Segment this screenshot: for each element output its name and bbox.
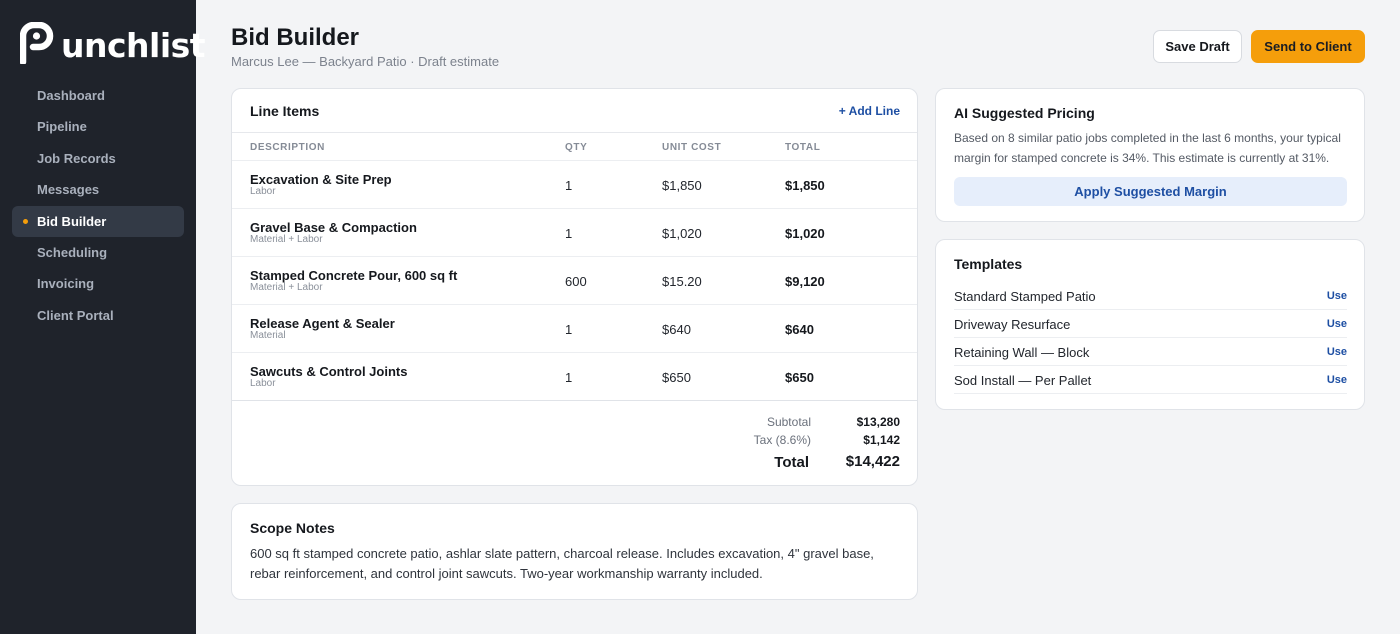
line-item-unit-cost[interactable]: $1,020: [662, 226, 702, 241]
line-item-type: Labor: [250, 378, 276, 389]
template-name: Driveway Resurface: [954, 317, 1071, 332]
ai-pricing-text: Based on 8 similar patio jobs completed …: [954, 131, 1341, 165]
sidebar-nav: Dashboard Pipeline Job Records Messages …: [12, 80, 184, 331]
sidebar-item-label: Pipeline: [37, 119, 87, 135]
template-item: Retaining Wall — Block Use: [954, 338, 1347, 366]
line-item-qty[interactable]: 1: [565, 178, 573, 193]
line-item-description: Gravel Base & Compaction: [250, 220, 417, 235]
line-item-type: Material: [250, 330, 286, 341]
line-item-description: Sawcuts & Control Joints: [250, 364, 408, 379]
use-template-button[interactable]: Use: [1326, 346, 1347, 358]
line-item-description: Excavation & Site Prep: [250, 172, 392, 187]
punchlist-logo[interactable]: unchlist: [20, 20, 206, 68]
line-items-card: Line Items + Add Line DESCRIPTION QTY UN…: [231, 88, 918, 486]
line-item-row[interactable]: Stamped Concrete Pour, 600 sq ft Materia…: [232, 257, 917, 305]
template-item: Driveway Resurface Use: [954, 310, 1347, 338]
line-item-qty[interactable]: 1: [565, 370, 573, 385]
sidebar-item-bid-builder[interactable]: Bid Builder: [12, 205, 184, 237]
sidebar-item-label: Invoicing: [37, 276, 95, 292]
line-item-row[interactable]: Gravel Base & Compaction Material + Labo…: [232, 209, 917, 257]
use-template-button[interactable]: Use: [1326, 374, 1347, 386]
sidebar-item-client-portal[interactable]: Client Portal: [12, 300, 184, 331]
line-item-total: $650: [785, 370, 814, 385]
apply-suggested-margin-button[interactable]: Apply Suggested Margin: [954, 177, 1347, 206]
line-item-row[interactable]: Sawcuts & Control Joints Labor 1 $650 $6…: [232, 353, 917, 401]
sidebar-item-label: Job Records: [37, 150, 116, 166]
sidebar-item-label: Dashboard: [37, 88, 105, 103]
subtotal-value: $13,280: [856, 415, 900, 429]
page-title: Bid Builder: [231, 24, 360, 51]
line-item-total: $1,020: [785, 226, 825, 241]
line-item-total: $640: [785, 322, 814, 337]
sidebar-item-job-records[interactable]: Job Records: [12, 143, 184, 174]
line-item-row[interactable]: Release Agent & Sealer Material 1 $640 $…: [232, 305, 917, 353]
ai-pricing-title: AI Suggested Pricing: [954, 105, 1095, 121]
active-indicator-dot: [23, 218, 28, 224]
use-template-button[interactable]: Use: [1326, 318, 1347, 330]
add-line-button[interactable]: + Add Line: [838, 104, 900, 118]
tax-label: Tax (8.6%): [753, 433, 811, 447]
line-item-description: Stamped Concrete Pour, 600 sq ft: [250, 268, 458, 283]
column-header-description: DESCRIPTION: [250, 142, 325, 153]
line-item-total: $9,120: [785, 274, 825, 289]
templates-card: Templates Standard Stamped Patio Use Dri…: [935, 239, 1365, 410]
logo-p-mark-icon: [20, 22, 54, 64]
line-item-row[interactable]: Excavation & Site Prep Labor 1 $1,850 $1…: [232, 161, 917, 209]
sidebar-item-dashboard[interactable]: Dashboard: [12, 80, 184, 111]
line-item-qty[interactable]: 1: [565, 322, 573, 337]
sidebar-item-messages[interactable]: Messages: [12, 174, 184, 205]
logo-wordmark: unchlist: [61, 26, 206, 65]
sidebar: unchlist Dashboard Pipeline Job Records …: [0, 0, 206, 634]
sidebar-item-label: Messages: [37, 182, 100, 198]
line-item-qty[interactable]: 1: [565, 226, 573, 241]
sidebar-item-label: Scheduling: [37, 244, 108, 260]
scope-notes-text[interactable]: 600 sq ft stamped concrete patio, ashlar…: [250, 546, 874, 581]
line-items-title: Line Items: [250, 103, 320, 119]
total-label: Total: [774, 454, 809, 471]
template-name: Standard Stamped Patio: [954, 289, 1096, 304]
line-items-header-row: DESCRIPTION QTY UNIT COST TOTAL: [232, 132, 917, 161]
template-name: Retaining Wall — Block: [954, 345, 1090, 360]
sidebar-item-label: Bid Builder: [37, 213, 107, 229]
scope-notes-title: Scope Notes: [250, 520, 335, 536]
line-item-type: Material + Labor: [250, 282, 323, 293]
column-header-total: TOTAL: [785, 142, 821, 153]
line-item-unit-cost[interactable]: $1,850: [662, 178, 702, 193]
scope-notes-card: Scope Notes 600 sq ft stamped concrete p…: [231, 503, 918, 600]
subtotal-label: Subtotal: [766, 415, 811, 429]
save-draft-button[interactable]: Save Draft: [1153, 30, 1242, 63]
sidebar-item-label: Client Portal: [37, 307, 114, 323]
template-item: Sod Install — Per Pallet Use: [954, 366, 1347, 394]
tax-value: $1,142: [863, 433, 900, 447]
line-item-qty[interactable]: 600: [565, 274, 587, 289]
template-item: Standard Stamped Patio Use: [954, 282, 1347, 310]
line-item-description: Release Agent & Sealer: [250, 316, 395, 331]
line-items-list: Excavation & Site Prep Labor 1 $1,850 $1…: [232, 161, 917, 401]
template-name: Sod Install — Per Pallet: [954, 373, 1092, 388]
column-header-unit-cost: UNIT COST: [662, 142, 722, 153]
total-value: $14,422: [845, 453, 900, 470]
line-item-unit-cost[interactable]: $15.20: [662, 274, 702, 289]
column-header-qty: QTY: [565, 142, 588, 153]
sidebar-item-pipeline[interactable]: Pipeline: [12, 111, 184, 142]
templates-list: Standard Stamped Patio Use Driveway Resu…: [954, 282, 1347, 394]
line-item-unit-cost[interactable]: $650: [662, 370, 691, 385]
line-item-unit-cost[interactable]: $640: [662, 322, 691, 337]
templates-title: Templates: [954, 256, 1023, 272]
page-subtitle: Marcus Lee — Backyard Patio · Draft esti…: [231, 54, 500, 69]
ai-pricing-card: AI Suggested Pricing Based on 8 similar …: [935, 88, 1365, 222]
sidebar-item-scheduling[interactable]: Scheduling: [12, 237, 184, 268]
line-item-total: $1,850: [785, 178, 825, 193]
line-item-type: Labor: [250, 186, 276, 197]
sidebar-item-invoicing[interactable]: Invoicing: [12, 268, 184, 299]
send-to-client-button[interactable]: Send to Client: [1251, 30, 1365, 63]
line-item-type: Material + Labor: [250, 234, 323, 245]
use-template-button[interactable]: Use: [1326, 290, 1347, 302]
